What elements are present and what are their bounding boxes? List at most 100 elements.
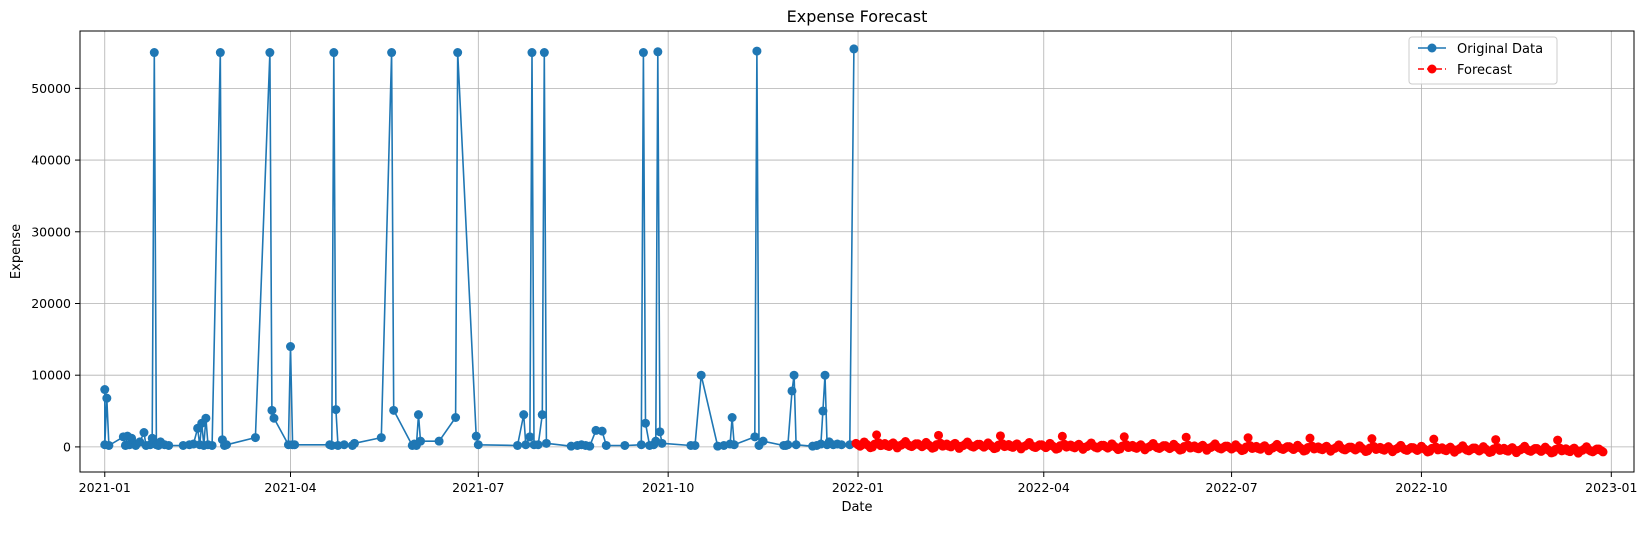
original-data-point — [339, 440, 349, 450]
original-data-point — [416, 436, 426, 446]
original-data-point — [849, 44, 859, 54]
original-data-point — [696, 370, 706, 380]
original-data-point — [690, 440, 700, 450]
forecast-point — [1598, 447, 1608, 457]
original-data-point — [783, 440, 793, 450]
original-data-point — [653, 47, 663, 57]
y-tick-label: 50000 — [31, 81, 71, 96]
original-data-point — [789, 370, 799, 380]
original-data-point — [787, 386, 797, 396]
forecast-point — [1305, 433, 1315, 443]
original-data-point — [267, 405, 277, 415]
original-data-point — [541, 438, 551, 448]
legend-original-label: Original Data — [1457, 42, 1543, 57]
forecast-point — [934, 430, 944, 440]
x-tick-label: 2022-10 — [1395, 480, 1447, 495]
original-data-point — [100, 385, 110, 395]
x-axis-label: Date — [841, 500, 872, 515]
original-data-point — [758, 436, 768, 446]
y-axis-ticks: 0 10000 20000 30000 40000 50000 — [31, 81, 80, 454]
forecast-point — [1553, 435, 1563, 445]
original-data-point — [473, 440, 483, 450]
original-data-point — [265, 48, 275, 58]
original-data-point — [539, 48, 549, 58]
forecast-point — [872, 430, 882, 440]
y-tick-label: 40000 — [31, 153, 71, 168]
x-tick-label: 2023-01 — [1585, 480, 1637, 495]
legend-forecast-label: Forecast — [1457, 63, 1512, 78]
original-data-point — [729, 440, 739, 450]
original-data-point — [521, 440, 531, 450]
legend-forecast-marker — [1427, 64, 1437, 74]
original-data-point — [376, 433, 386, 443]
y-tick-label: 30000 — [31, 224, 71, 239]
original-data-point — [104, 440, 114, 450]
original-data-point — [471, 431, 481, 441]
legend-original-marker — [1427, 43, 1437, 53]
original-data-point — [102, 393, 112, 403]
original-data-point — [139, 428, 149, 438]
series-layer — [100, 44, 1608, 458]
original-data-point — [818, 406, 828, 416]
original-data-point — [389, 405, 399, 415]
original-data-point — [149, 48, 159, 58]
forecast-point — [1429, 434, 1439, 444]
original-data-point — [537, 410, 547, 420]
original-data-point — [147, 433, 157, 443]
original-data-point — [215, 48, 225, 58]
original-data-point — [638, 48, 648, 58]
original-data-line — [104, 48, 855, 448]
forecast-point — [995, 431, 1005, 441]
original-data-point — [640, 418, 650, 428]
original-data-point — [434, 436, 444, 446]
x-tick-label: 2021-01 — [79, 480, 131, 495]
original-data-point — [750, 432, 760, 442]
y-tick-label: 0 — [63, 439, 71, 454]
original-data-point — [752, 46, 762, 56]
forecast-point — [1243, 433, 1253, 443]
original-data-point — [453, 48, 463, 58]
original-data-point — [601, 440, 611, 450]
original-data-point — [657, 438, 667, 448]
original-data-point — [222, 440, 232, 450]
original-data-point — [636, 440, 646, 450]
original-data-point — [820, 370, 830, 380]
original-data-point — [727, 413, 737, 423]
legend: Original Data Forecast — [1408, 36, 1558, 85]
original-data-point — [597, 426, 607, 436]
forecast-point — [1181, 432, 1191, 442]
chart-title: Expense Forecast — [787, 7, 928, 26]
original-data-point — [533, 440, 543, 450]
forecast-point — [1057, 431, 1067, 441]
original-data-point — [327, 440, 337, 450]
original-data-point — [513, 440, 523, 450]
original-data-point — [164, 440, 174, 450]
x-tick-label: 2022-01 — [832, 480, 884, 495]
original-data-point — [585, 441, 595, 451]
y-tick-label: 20000 — [31, 296, 71, 311]
original-data-point — [791, 440, 801, 450]
original-data-point — [527, 48, 537, 58]
x-tick-label: 2022-07 — [1205, 480, 1257, 495]
x-tick-label: 2022-04 — [1018, 480, 1070, 495]
original-data-point — [250, 433, 260, 443]
forecast-point — [1491, 435, 1501, 445]
x-axis-ticks: 2021-01 2021-04 2021-07 2021-10 2022-01 2022-… — [79, 472, 1637, 495]
original-data-point — [525, 432, 535, 442]
forecast-point — [1367, 434, 1377, 444]
forecast-point — [1119, 432, 1129, 442]
original-data-point — [620, 440, 630, 450]
x-tick-label: 2021-07 — [452, 480, 504, 495]
original-data-point — [413, 410, 423, 420]
original-data-point — [290, 440, 300, 450]
y-tick-label: 10000 — [31, 368, 71, 383]
plot-area-frame — [79, 30, 1635, 473]
original-data-point — [201, 413, 211, 423]
original-data-point — [655, 427, 665, 437]
grid-lines — [80, 31, 1634, 472]
y-axis-label: Expense — [9, 224, 24, 279]
x-tick-label: 2021-10 — [642, 480, 694, 495]
x-tick-label: 2021-04 — [264, 480, 316, 495]
original-data-point — [286, 342, 296, 352]
